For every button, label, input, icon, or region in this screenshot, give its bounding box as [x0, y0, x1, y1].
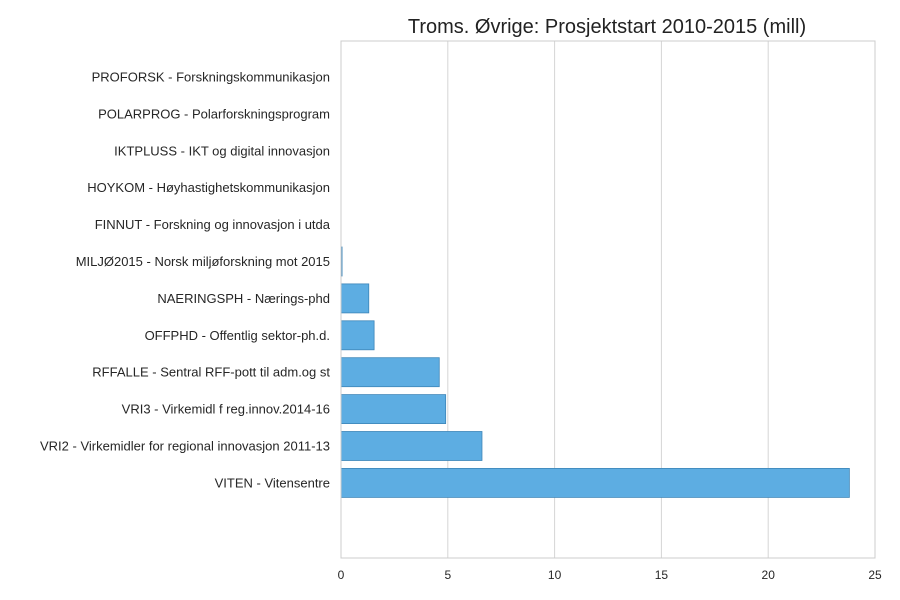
bar: [340, 283, 370, 314]
bar: [340, 357, 440, 388]
bar: [340, 320, 375, 351]
x-tick-label: 10: [548, 568, 562, 582]
bars: [340, 246, 850, 498]
x-tick-label: 5: [444, 568, 451, 582]
x-tick-label: 15: [655, 568, 669, 582]
category-label: VRI2 - Virkemidler for regional innovasj…: [40, 439, 330, 454]
x-tick-label: 0: [338, 568, 345, 582]
category-label: FINNUT - Forskning og innovasjon i utda: [95, 217, 331, 232]
category-label: MILJØ2015 - Norsk miljøforskning mot 201…: [76, 254, 330, 269]
category-label: RFFALLE - Sentral RFF-pott til adm.og st: [92, 365, 330, 380]
chart-title: Troms. Øvrige: Prosjektstart 2010-2015 (…: [408, 16, 806, 38]
category-label: VITEN - Vitensentre: [215, 475, 330, 490]
category-label: POLARPROG - Polarforskningsprogram: [98, 106, 330, 121]
x-axis-ticks: 0 5 10 15 20 25: [338, 568, 882, 582]
bar: [340, 394, 447, 425]
category-label: OFFPHD - Offentlig sektor-ph.d.: [145, 328, 330, 343]
category-label: NAERINGSPH - Nærings-phd: [157, 291, 330, 306]
bar: [340, 467, 850, 498]
bar: [340, 431, 483, 461]
category-label: VRI3 - Virkemidl f reg.innov.2014-16: [122, 402, 330, 417]
x-tick-label: 20: [762, 568, 776, 582]
plot-area-frame: [340, 40, 876, 559]
category-labels: PROFORSK - Forskningskommunikasjon POLARP…: [40, 70, 331, 491]
category-label: HOYKOM - Høyhastighetskommunikasjon: [87, 180, 330, 195]
category-label: IKTPLUSS - IKT og digital innovasjon: [114, 143, 330, 158]
category-label: PROFORSK - Forskningskommunikasjon: [92, 70, 330, 85]
x-tick-label: 25: [868, 568, 882, 582]
